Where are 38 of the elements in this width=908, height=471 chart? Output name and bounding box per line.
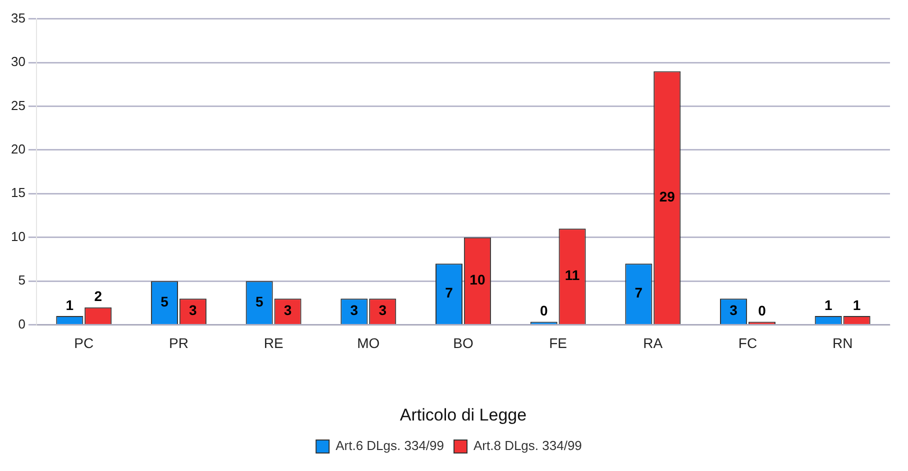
data-label: 3 [350, 302, 358, 318]
legend-label: Art.6 DLgs. 334/99 [336, 438, 444, 454]
y-tick-label: 15 [10, 185, 26, 200]
data-label: 2 [94, 288, 102, 304]
data-label: 7 [634, 284, 643, 301]
legend-label: Art.8 DLgs. 334/99 [474, 438, 582, 454]
data-label: 10 [470, 272, 486, 288]
x-tick-label: PR [168, 335, 188, 352]
y-tick-label: 20 [10, 142, 26, 157]
x-tick-label: RN [832, 335, 853, 352]
x-tick-label: RA [643, 335, 664, 352]
y-tick-label: 5 [18, 272, 26, 288]
data-label: 1 [824, 296, 832, 313]
data-label: 5 [255, 293, 264, 310]
data-label: 7 [445, 284, 454, 301]
data-label: 0 [540, 302, 548, 319]
x-tick-label: RE [264, 335, 284, 352]
y-tick-label: 25 [10, 98, 26, 113]
data-label: 3 [284, 302, 292, 318]
x-axis-title: Articolo di Legge [400, 405, 527, 424]
x-tick-label: FE [549, 335, 568, 352]
data-label: 1 [852, 296, 861, 313]
y-tick-label: 35 [10, 10, 26, 26]
y-tick-label: 30 [10, 54, 26, 70]
y-tick-label: 0 [18, 316, 26, 332]
data-label: 3 [378, 302, 387, 318]
x-tick-label: MO [357, 335, 380, 352]
data-label: 1 [66, 296, 74, 313]
data-label: 5 [160, 293, 169, 310]
data-label: 0 [758, 302, 766, 319]
y-tick-label: 10 [10, 228, 26, 244]
data-label: 29 [659, 188, 676, 205]
x-tick-label: BO [453, 335, 474, 352]
x-tick-label: FC [738, 335, 758, 352]
data-label: 11 [564, 267, 580, 284]
x-tick-label: PC [74, 335, 94, 352]
data-label: 3 [189, 302, 198, 318]
data-label: 3 [730, 302, 738, 318]
